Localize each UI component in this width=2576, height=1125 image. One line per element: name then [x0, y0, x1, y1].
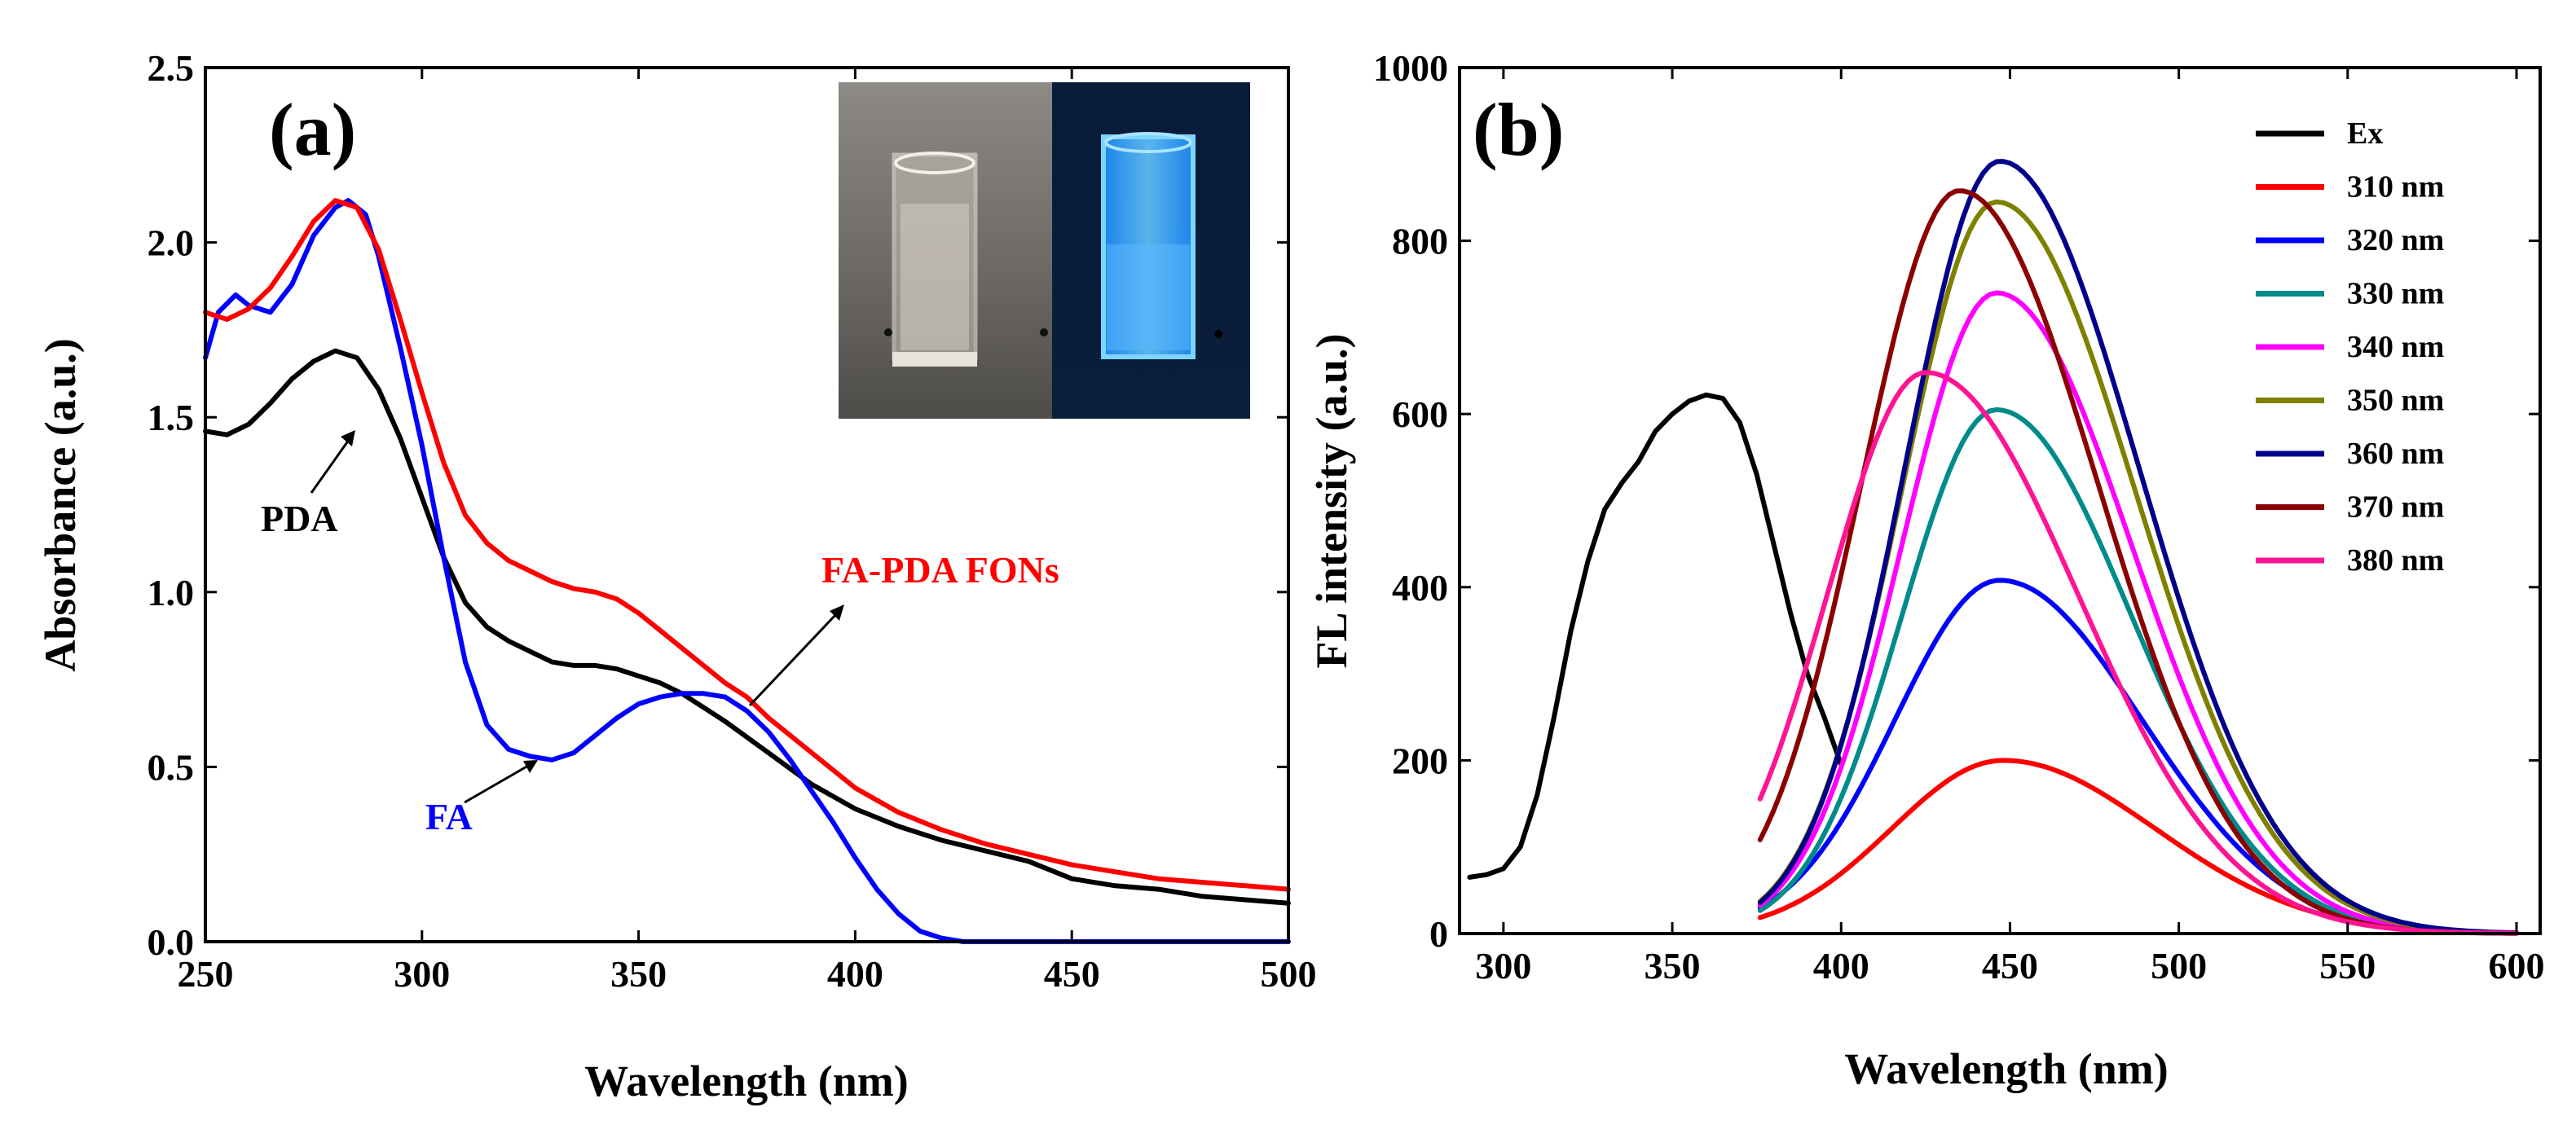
legend-label-320-nm: 320 nm	[2347, 223, 2444, 257]
panel-a-y-tick-label: 1.5	[148, 397, 195, 438]
panel-b-x-axis-title: Wavelength (nm)	[1844, 1044, 2169, 1093]
panel-a-annotations: PDA FA FA-PDA FONs	[261, 430, 1059, 837]
panel-a-y-tick-label: 1.0	[148, 572, 195, 613]
panel-b-x-tick-label: 300	[1475, 945, 1531, 987]
legend-label-310-nm: 310 nm	[2347, 170, 2444, 204]
panel-b-series-ex	[1467, 392, 1844, 880]
annotation-pda: PDA	[261, 498, 338, 539]
panel-b-y-tick-label: 0	[1429, 913, 1448, 955]
legend-label-370-nm: 370 nm	[2347, 490, 2444, 525]
panel-a-x-tick-label: 250	[178, 953, 234, 995]
panel-b-y-tick-label: 200	[1392, 740, 1448, 781]
panel-b-x-tick-label: 600	[2488, 945, 2544, 987]
panel-a-x-tick-label: 500	[1261, 953, 1317, 995]
panel-a-x-tick-label: 450	[1044, 953, 1100, 995]
panel-b-label: (b)	[1473, 88, 1564, 171]
panel-b-plot-frame	[1458, 66, 2542, 935]
panel-b-series-380-nm	[1757, 370, 2519, 936]
legend-label-330-nm: 330 nm	[2347, 277, 2444, 311]
panel-a-y-tick-label: 2.5	[148, 47, 195, 89]
panel-b-y-tick-label: 600	[1392, 393, 1448, 435]
panel-b-series-360-nm	[1757, 159, 2519, 936]
panel-a-y-tick-label: 0.0	[148, 921, 195, 963]
annotation-fa-pda-fons-arrowhead	[830, 604, 844, 621]
panel-a: 250 300 350 400 450 500 0.0 0.5 1.0 1.5 2.0 2.5 (a)…	[36, 47, 1317, 1105]
panel-b-x-tick-label: 450	[1982, 945, 2038, 987]
panel-b-x-tick-label: 500	[2151, 945, 2207, 987]
panel-b-series-340-nm	[1757, 290, 2519, 936]
annotation-fa-pda-fons: FA-PDA FONs	[821, 549, 1059, 591]
panel-b-legend: Ex 310 nm 320 nm 330 nm 340 nm 350 nm 360 nm 37…	[2256, 116, 2444, 578]
panel-b-ticks: 300 350 400 450 500 550 600 0 200 400 600 800 1000	[1373, 47, 2544, 987]
annotation-pda-arrowhead	[341, 430, 355, 446]
legend-label-360-nm: 360 nm	[2347, 437, 2444, 471]
annotation-fa: FA	[425, 796, 473, 837]
panel-a-x-tick-label: 300	[394, 953, 450, 995]
annotation-fa-arrowhead	[523, 760, 538, 773]
panel-a-y-tick-label: 2.0	[148, 222, 195, 264]
panel-b-y-tick-label: 400	[1392, 567, 1448, 609]
panel-a-y-tick-label: 0.5	[148, 746, 195, 788]
legend-label-ex: Ex	[2347, 116, 2383, 151]
panel-a-label: (a)	[269, 88, 356, 171]
panel-b-y-axis-title: FL intensity (a.u.)	[1307, 333, 1356, 668]
panel-a-plot-frame	[204, 66, 1290, 943]
panel-a-x-axis-title: Wavelength (nm)	[584, 1057, 909, 1105]
panel-a-series	[203, 198, 1291, 944]
inset-cuvette-photo	[839, 82, 1250, 419]
annotation-pda-arrow	[310, 439, 350, 494]
panel-b-x-tick-label: 400	[1813, 945, 1869, 987]
legend-label-380-nm: 380 nm	[2347, 543, 2444, 578]
panel-a-series-pda	[203, 348, 1291, 906]
panel-b-y-tick-label: 800	[1392, 221, 1448, 262]
annotation-fa-pda-fons-arrow	[748, 613, 838, 707]
legend-label-350-nm: 350 nm	[2347, 384, 2444, 418]
legend-label-340-nm: 340 nm	[2347, 330, 2444, 364]
panel-b-series	[1467, 159, 2519, 936]
panel-a-x-tick-label: 400	[827, 953, 883, 995]
panel-a-series-fa-pda-fons	[203, 198, 1291, 892]
panel-b-series-310-nm	[1757, 758, 2519, 936]
panel-a-y-axis-title: Absorbance (a.u.)	[36, 338, 85, 672]
panel-a-ticks: 250 300 350 400 450 500 0.0 0.5 1.0 1.5 2.0 2.5	[148, 47, 1317, 995]
annotation-fa-arrow	[464, 764, 529, 804]
panel-b-x-tick-label: 550	[2319, 945, 2376, 987]
panel-b-y-tick-label: 1000	[1373, 47, 1448, 89]
panel-a-x-tick-label: 350	[610, 953, 667, 995]
panel-b-series-330-nm	[1757, 406, 2519, 936]
panel-a-series-fa	[203, 198, 1291, 944]
panel-b-x-tick-label: 350	[1645, 945, 1701, 987]
panel-b: 300 350 400 450 500 550 600 0 200 400 600 800 1000 (…	[1307, 47, 2544, 1093]
